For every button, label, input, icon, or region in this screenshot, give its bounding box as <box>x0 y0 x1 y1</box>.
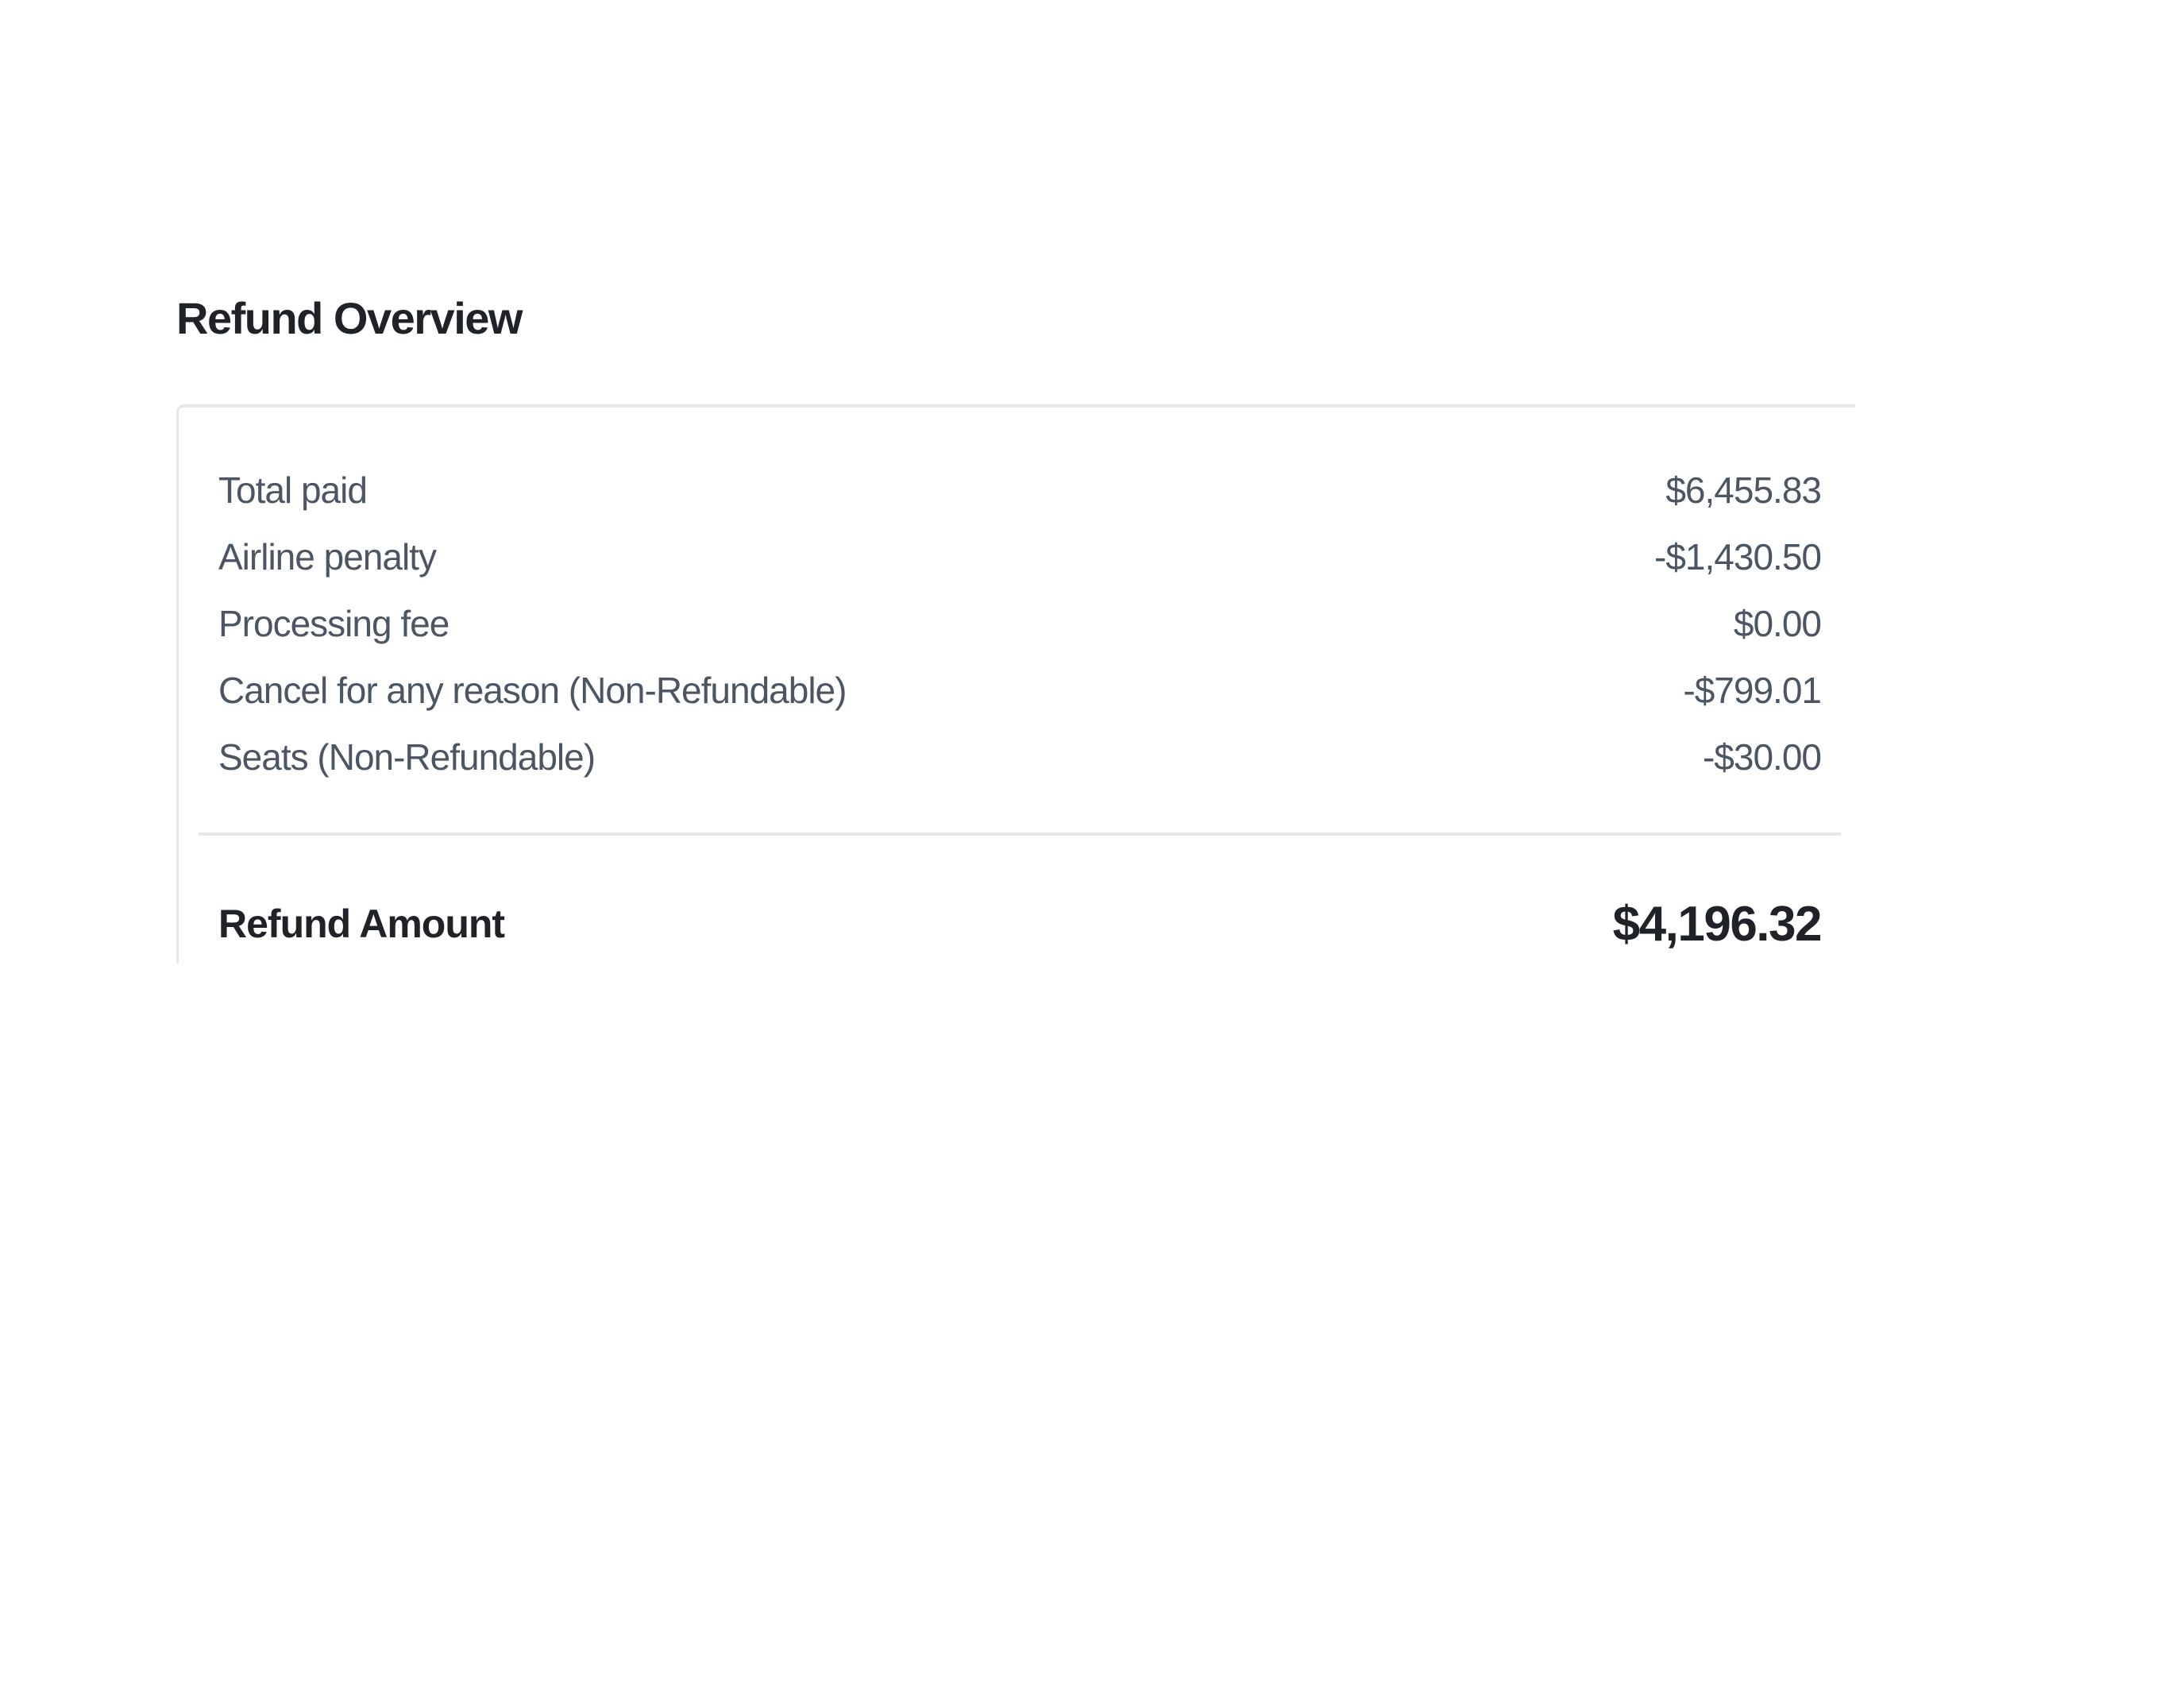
refund-summary-card: Total paid $6,455.83 Airline penalty -$1… <box>176 404 1855 964</box>
line-item-label: Airline penalty <box>218 536 437 577</box>
line-item-value: $6,455.83 <box>1665 469 1822 511</box>
line-item-label: Total paid <box>218 469 368 511</box>
line-item-value: $0.00 <box>1733 603 1822 644</box>
line-item-label: Processing fee <box>218 603 450 644</box>
refund-amount-label: Refund Amount <box>218 902 505 946</box>
line-item: Seats (Non-Refundable) -$30.00 <box>218 733 1822 781</box>
line-item-value: -$30.00 <box>1702 736 1822 778</box>
page-title: Refund Overview <box>176 293 523 343</box>
line-item-label: Cancel for any reason (Non-Refundable) <box>218 670 847 711</box>
line-item-value: -$799.01 <box>1683 670 1822 711</box>
line-item-value: -$1,430.50 <box>1654 536 1822 577</box>
divider <box>199 832 1841 836</box>
line-item: Processing fee $0.00 <box>218 600 1822 647</box>
refund-amount-value: $4,196.32 <box>1612 896 1823 952</box>
refund-amount-row: Refund Amount $4,196.32 <box>218 892 1823 956</box>
line-item: Cancel for any reason (Non-Refundable) -… <box>218 666 1822 714</box>
line-item-label: Seats (Non-Refundable) <box>218 736 596 778</box>
line-item: Airline penalty -$1,430.50 <box>218 533 1822 581</box>
line-item: Total paid $6,455.83 <box>218 466 1822 514</box>
